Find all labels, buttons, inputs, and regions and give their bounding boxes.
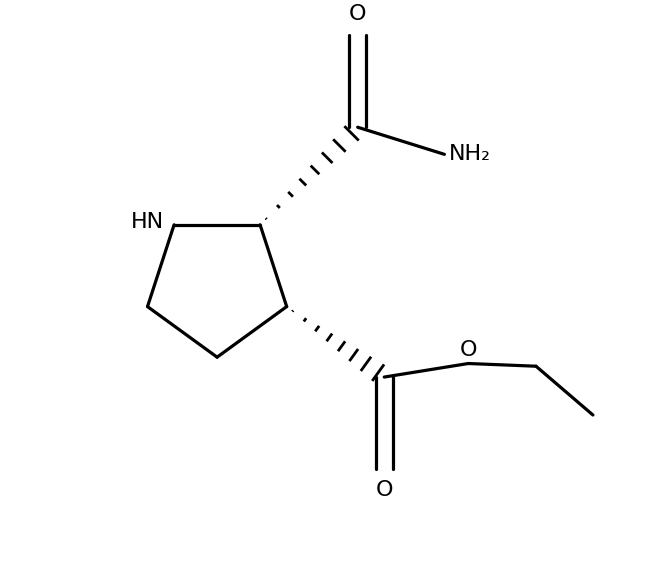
Text: O: O [376,480,393,500]
Text: O: O [460,340,477,360]
Text: NH₂: NH₂ [449,144,491,164]
Text: HN: HN [132,212,164,232]
Text: O: O [349,4,367,25]
